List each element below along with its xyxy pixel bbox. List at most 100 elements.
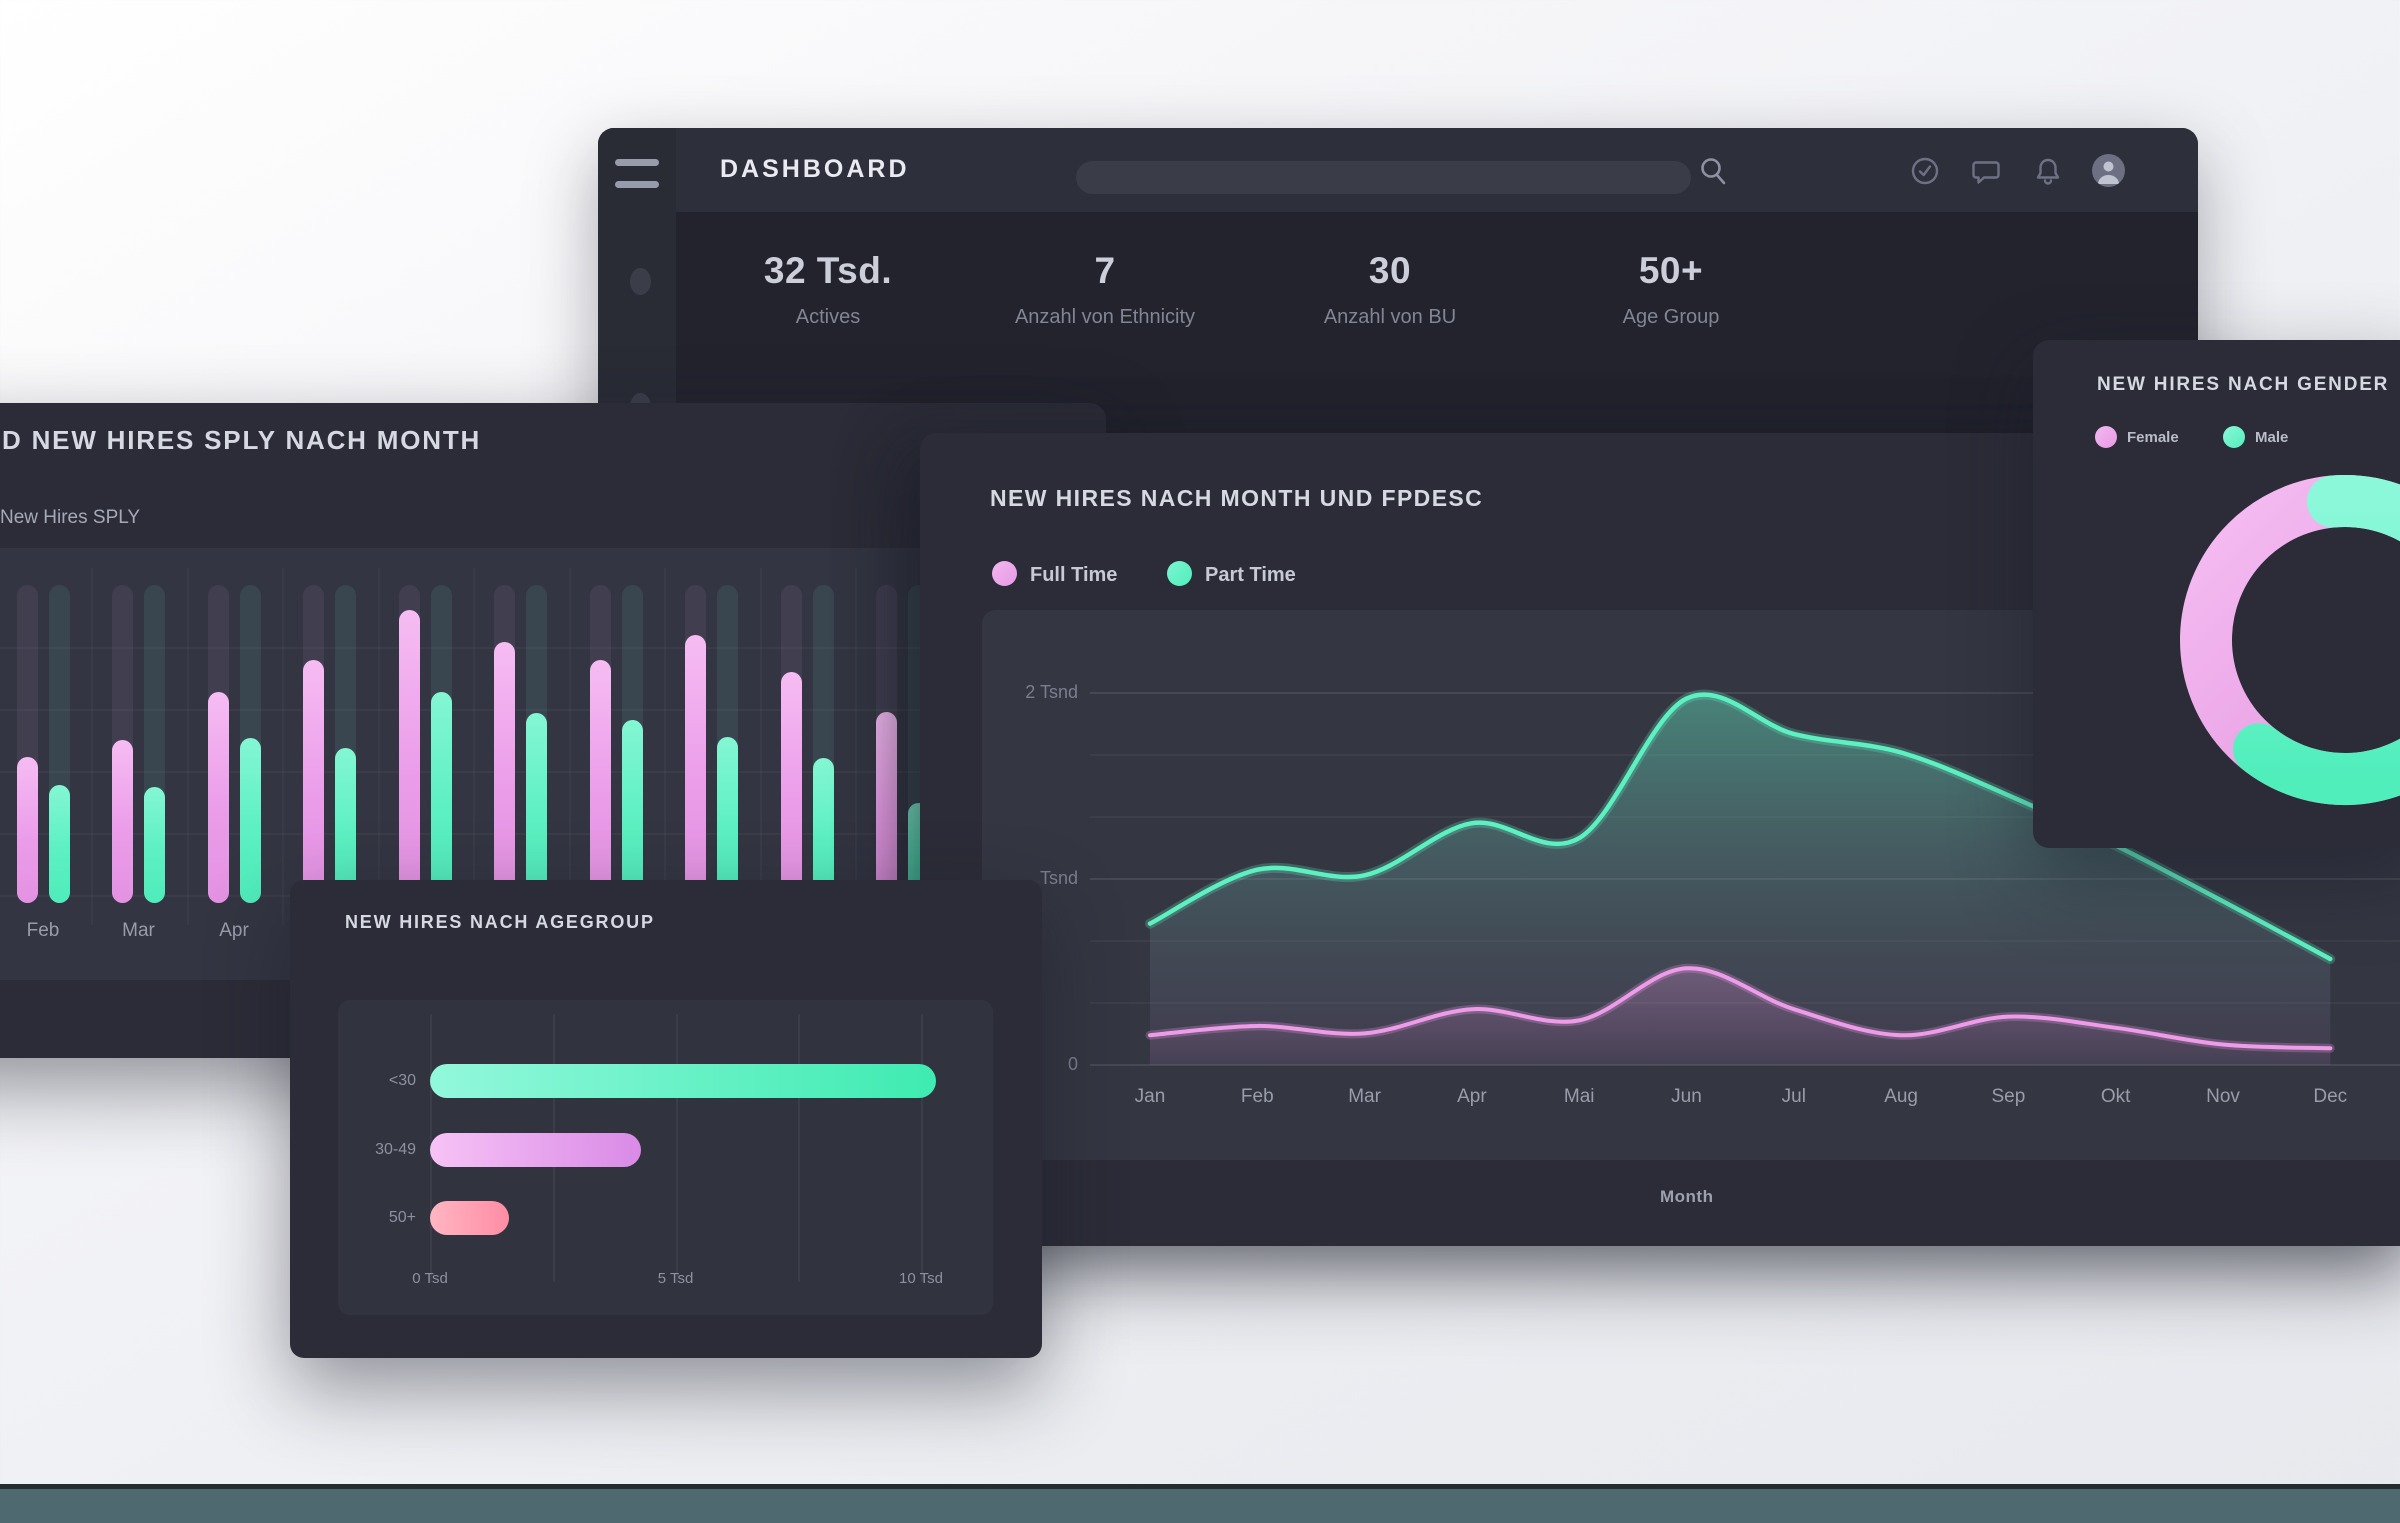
fpdesc-area-plot: 2 Tsnd Tsnd 0 Jan Feb Mar Apr Mai Jun Jul Aug Se… bbox=[982, 610, 2400, 1160]
new-hires-sply-bar bbox=[144, 787, 165, 903]
new-hires-bar bbox=[589, 660, 611, 903]
month-label: Okt bbox=[2100, 1086, 2131, 1107]
part-time-legend-label: Part Time bbox=[1205, 564, 1296, 586]
new-hires-bar bbox=[303, 660, 324, 903]
month-label: Nov bbox=[2206, 1086, 2240, 1107]
new-hires-bar bbox=[112, 740, 133, 903]
full-time-legend-dot bbox=[992, 561, 1017, 586]
search-icon[interactable] bbox=[1698, 156, 1728, 186]
gridline bbox=[855, 568, 857, 925]
age-bar-30-49 bbox=[430, 1133, 642, 1167]
stat-value: 50+ bbox=[1638, 250, 1704, 291]
gridline bbox=[282, 568, 284, 925]
stat-label: Actives bbox=[795, 306, 861, 328]
gridline bbox=[760, 568, 762, 925]
part-time-legend-dot bbox=[1167, 561, 1192, 586]
new-hires-sply-bar bbox=[812, 758, 834, 903]
stat-label: Anzahl von Ethnicity bbox=[1014, 306, 1196, 328]
month-label: Feb bbox=[26, 920, 60, 941]
stat-label: Age Group bbox=[1622, 306, 1720, 328]
gender-chart-card: NEW HIRES NACH GENDER Female Male bbox=[2033, 340, 2400, 848]
gridline bbox=[798, 1014, 801, 1282]
new-hires-sply-bar bbox=[48, 785, 70, 903]
female-legend-dot bbox=[2095, 426, 2117, 448]
gridline bbox=[187, 568, 189, 925]
month-label: Sep bbox=[1991, 1086, 2026, 1107]
gridline bbox=[569, 568, 571, 925]
age-bar-50plus bbox=[430, 1201, 509, 1235]
stat-item: 50+ Age Group bbox=[1531, 250, 1811, 329]
month-label: Apr bbox=[1457, 1086, 1487, 1107]
stat-value: 32 Tsd. bbox=[763, 250, 893, 291]
new-hires-bar bbox=[16, 757, 38, 903]
gender-donut bbox=[2033, 340, 2400, 848]
stat-item: 30 Anzahl von BU bbox=[1250, 250, 1530, 329]
age-category-label: 50+ bbox=[388, 1209, 416, 1226]
male-legend-label: Male bbox=[2255, 429, 2289, 446]
sply-legend-label: New Hires SPLY bbox=[0, 507, 141, 528]
stat-item: 7 Anzahl von Ethnicity bbox=[965, 250, 1245, 329]
fpdesc-chart-title: NEW HIRES NACH MONTH UND FPDESC bbox=[990, 485, 1484, 511]
month-label: Apr bbox=[219, 920, 249, 941]
ytick-2tsnd: 2 Tsnd bbox=[1025, 682, 1078, 702]
gridline bbox=[664, 568, 666, 925]
month-label: Dec bbox=[2313, 1086, 2348, 1107]
check-circle-icon[interactable] bbox=[1910, 156, 1940, 186]
full-time-legend-label: Full Time bbox=[1030, 564, 1118, 586]
bell-icon[interactable] bbox=[2033, 156, 2063, 186]
month-label: Mai bbox=[1563, 1086, 1595, 1107]
chat-icon[interactable] bbox=[1971, 156, 2001, 186]
new-hires-sply-bar bbox=[335, 748, 356, 903]
new-hires-sply-bar bbox=[717, 737, 738, 903]
gridline bbox=[921, 1014, 923, 1282]
new-hires-sply-bar bbox=[526, 713, 547, 903]
x-tick-label: 10 Tsd bbox=[899, 1270, 943, 1287]
agegroup-chart-card: NEW HIRES NACH AGEGROUP <30 30-49 50+ 0 Tsd… bbox=[290, 880, 1042, 1358]
age-bar-under30 bbox=[430, 1064, 936, 1098]
new-hires-sply-bar bbox=[239, 738, 261, 903]
female-legend-label: Female bbox=[2127, 429, 2179, 446]
x-tick-label: 0 Tsd bbox=[412, 1270, 448, 1287]
month-label: Mar bbox=[1348, 1086, 1381, 1107]
new-hires-bar bbox=[207, 692, 229, 903]
sidebar-nav-dot-1[interactable] bbox=[630, 268, 651, 295]
new-hires-bar bbox=[398, 610, 420, 903]
new-hires-bar bbox=[685, 635, 706, 903]
new-hires-bar bbox=[876, 712, 897, 903]
stat-label: Anzahl von BU bbox=[1323, 306, 1457, 328]
month-label: Mar bbox=[122, 920, 155, 941]
donut-chart-svg bbox=[2180, 475, 2400, 805]
ytick-tsnd: Tsnd bbox=[1039, 868, 1078, 888]
new-hires-sply-bar bbox=[430, 692, 452, 903]
sply-chart-title: D NEW HIRES SPLY NACH MONTH bbox=[2, 425, 482, 455]
gender-chart-title: NEW HIRES NACH GENDER bbox=[2097, 374, 2390, 395]
age-category-label: <30 bbox=[388, 1072, 416, 1089]
bottom-window-edge bbox=[0, 1484, 2400, 1523]
x-axis-title: Month bbox=[1660, 1187, 1714, 1206]
gridline bbox=[473, 568, 475, 925]
area-chart-svg bbox=[1090, 689, 2400, 1066]
month-label: Jul bbox=[1781, 1086, 1806, 1107]
gridline bbox=[378, 568, 380, 925]
month-label: Aug bbox=[1884, 1086, 1918, 1107]
new-hires-bar bbox=[780, 672, 802, 903]
menu-icon[interactable] bbox=[615, 159, 659, 189]
stat-value: 30 bbox=[1368, 250, 1412, 291]
stat-value: 7 bbox=[1094, 250, 1116, 291]
month-label: Feb bbox=[1240, 1086, 1274, 1107]
page-title: DASHBOARD bbox=[720, 155, 910, 183]
agegroup-chart-title: NEW HIRES NACH AGEGROUP bbox=[345, 912, 655, 932]
avatar[interactable] bbox=[2092, 154, 2125, 187]
new-hires-bar bbox=[494, 642, 515, 903]
x-tick-label: 5 Tsd bbox=[657, 1270, 694, 1287]
month-label: Jan bbox=[1134, 1086, 1166, 1107]
ytick-0: 0 bbox=[1067, 1054, 1078, 1074]
month-label: Jun bbox=[1671, 1086, 1702, 1107]
age-category-label: 30-49 bbox=[375, 1141, 416, 1158]
gridline bbox=[675, 1014, 678, 1282]
stat-item: 32 Tsd. Actives bbox=[688, 250, 968, 329]
search-input[interactable] bbox=[1076, 161, 1691, 194]
gridline bbox=[91, 568, 93, 925]
agegroup-bar-plot: <30 30-49 50+ 0 Tsd 5 Tsd 10 Tsd bbox=[338, 1000, 993, 1315]
male-legend-dot bbox=[2223, 426, 2245, 448]
